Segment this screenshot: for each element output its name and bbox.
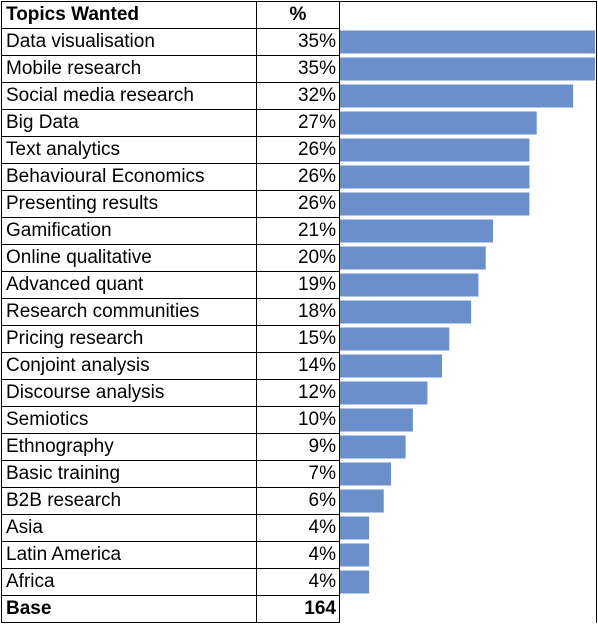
percent-value: 12% xyxy=(256,379,340,407)
percent-value: 20% xyxy=(256,244,340,272)
base-label: Base xyxy=(1,595,257,623)
percent-value: 26% xyxy=(256,190,340,218)
table-row: Behavioural Economics 26% xyxy=(1,163,340,191)
table-row: Text analytics 26% xyxy=(1,136,340,164)
topic-label: Data visualisation xyxy=(1,28,257,56)
percent-value: 21% xyxy=(256,217,340,245)
topic-label: Conjoint analysis xyxy=(1,352,257,380)
table-row: Africa 4% xyxy=(1,568,340,596)
topics-header: Topics Wanted xyxy=(1,1,257,29)
table-row: Online qualitative 20% xyxy=(1,244,340,272)
percent-value: 6% xyxy=(256,487,340,515)
percent-value: 15% xyxy=(256,325,340,353)
table-row: B2B research 6% xyxy=(1,487,340,515)
topic-label: Discourse analysis xyxy=(1,379,257,407)
topic-label: Social media research xyxy=(1,82,257,110)
base-value: 164 xyxy=(256,595,340,623)
topic-label: Mobile research xyxy=(1,55,257,83)
percent-value: 4% xyxy=(256,514,340,542)
table-row: Social media research 32% xyxy=(1,82,340,110)
topic-label: Text analytics xyxy=(1,136,257,164)
table-row: Discourse analysis 12% xyxy=(1,379,340,407)
percent-value: 18% xyxy=(256,298,340,326)
topics-table: Topics Wanted % Data visualisation 35% Mob… xyxy=(1,1,340,623)
topic-label: Latin America xyxy=(1,541,257,569)
percent-value: 9% xyxy=(256,433,340,461)
percent-value: 35% xyxy=(256,28,340,56)
table-row: Big Data 27% xyxy=(1,109,340,137)
topic-label: Research communities xyxy=(1,298,257,326)
percent-value: 19% xyxy=(256,271,340,299)
topic-label: Behavioural Economics xyxy=(1,163,257,191)
topic-label: Gamification xyxy=(1,217,257,245)
table-row: Mobile research 35% xyxy=(1,55,340,83)
table-row: Basic training 7% xyxy=(1,460,340,488)
table-row: Gamification 21% xyxy=(1,217,340,245)
topic-label: Africa xyxy=(1,568,257,596)
base-row: Base 164 xyxy=(1,595,340,623)
percent-value: 35% xyxy=(256,55,340,83)
topic-label: Asia xyxy=(1,514,257,542)
table-row: Research communities 18% xyxy=(1,298,340,326)
table-row: Latin America 4% xyxy=(1,541,340,569)
table-row: Asia 4% xyxy=(1,514,340,542)
table-row: Advanced quant 19% xyxy=(1,271,340,299)
topic-label: Big Data xyxy=(1,109,257,137)
table-row: Semiotics 10% xyxy=(1,406,340,434)
header-row: Topics Wanted % xyxy=(1,1,340,29)
percent-value: 4% xyxy=(256,568,340,596)
topic-label: Online qualitative xyxy=(1,244,257,272)
topic-label: B2B research xyxy=(1,487,257,515)
bar-area-frame xyxy=(339,1,597,623)
topic-label: Ethnography xyxy=(1,433,257,461)
topic-label: Semiotics xyxy=(1,406,257,434)
percent-value: 32% xyxy=(256,82,340,110)
table-row: Ethnography 9% xyxy=(1,433,340,461)
percent-value: 26% xyxy=(256,136,340,164)
table-row: Data visualisation 35% xyxy=(1,28,340,56)
topic-label: Basic training xyxy=(1,460,257,488)
percent-value: 10% xyxy=(256,406,340,434)
percent-value: 7% xyxy=(256,460,340,488)
percent-value: 14% xyxy=(256,352,340,380)
percent-header: % xyxy=(256,1,340,29)
percent-value: 26% xyxy=(256,163,340,191)
table-row: Conjoint analysis 14% xyxy=(1,352,340,380)
percent-value: 4% xyxy=(256,541,340,569)
table-row: Pricing research 15% xyxy=(1,325,340,353)
table-row: Presenting results 26% xyxy=(1,190,340,218)
topic-label: Presenting results xyxy=(1,190,257,218)
topic-label: Advanced quant xyxy=(1,271,257,299)
percent-value: 27% xyxy=(256,109,340,137)
topic-label: Pricing research xyxy=(1,325,257,353)
